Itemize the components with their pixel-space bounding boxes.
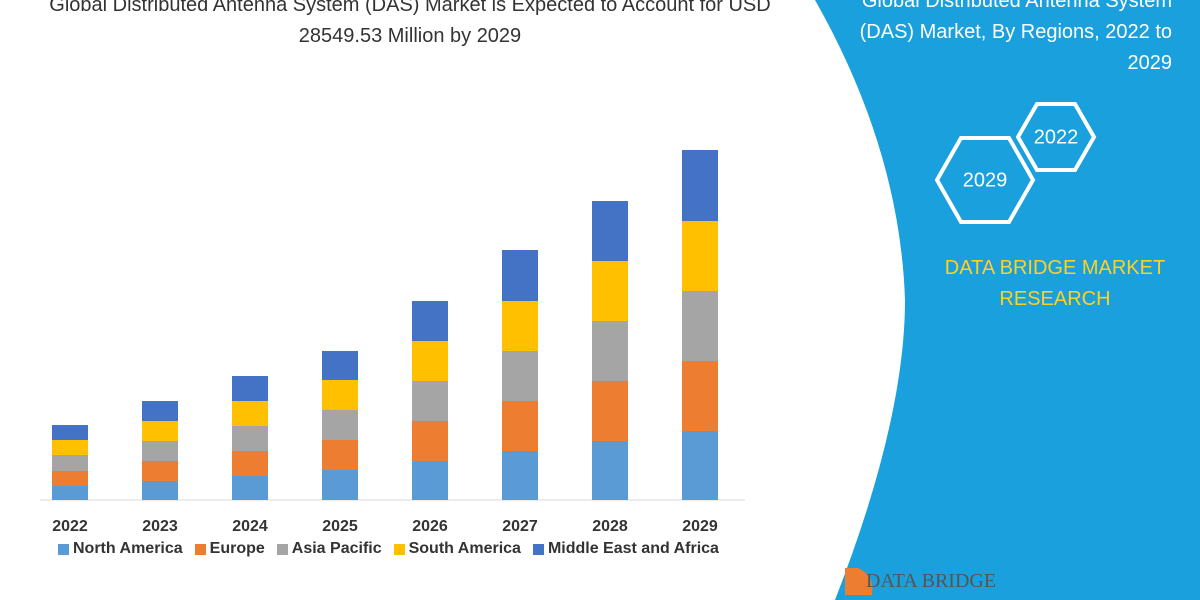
hexagon	[934, 136, 1036, 224]
bar-segment	[592, 381, 628, 441]
x-tick-label: 2029	[682, 518, 718, 535]
bar-segment	[682, 291, 718, 361]
legend-item: South America	[393, 540, 521, 558]
legend-label: North America	[73, 540, 183, 557]
bar-segment	[592, 201, 628, 261]
bar-segment	[412, 381, 448, 421]
bar-segment	[52, 440, 88, 455]
bar-segment	[232, 376, 268, 401]
chart-title: Global Distributed Antenna System (DAS) …	[49, 0, 771, 47]
legend-item: Middle East and Africa	[532, 540, 719, 558]
hex-year: 2022	[1034, 126, 1079, 148]
bar-segment	[682, 361, 718, 431]
bar-segment	[142, 401, 178, 421]
bar-segment	[52, 471, 88, 486]
x-tick-label: 2024	[232, 518, 268, 535]
bar-segment	[502, 451, 538, 500]
legend-swatch	[194, 543, 206, 555]
bar-segment	[232, 476, 268, 500]
panel-title: Global Distributed Antenna System (DAS) …	[859, 0, 1172, 74]
bar-segment	[682, 221, 718, 291]
legend-swatch	[532, 543, 544, 555]
bar-segment	[232, 451, 268, 476]
bar-segment	[592, 261, 628, 321]
legend: North America Europe Asia Pacific South Ame…	[58, 540, 719, 558]
legend-label: Europe	[209, 540, 265, 557]
logo-mark	[845, 568, 873, 595]
x-tick-label: 2022	[52, 518, 88, 535]
legend-swatch	[393, 543, 405, 555]
bar-segment	[232, 401, 268, 426]
side-panel	[815, 0, 1200, 600]
bar-segment	[322, 351, 358, 380]
bar-segment	[592, 321, 628, 381]
bar-segment	[412, 301, 448, 341]
x-tick-label: 2025	[322, 518, 358, 535]
bar-segment	[322, 410, 358, 440]
x-tick-label: 2026	[412, 518, 448, 535]
x-tick-label: 2023	[142, 518, 178, 535]
bar-segment	[502, 351, 538, 401]
legend-label: South America	[408, 540, 521, 557]
brand: DATA BRIDGE MARKET RESEARCH	[944, 257, 1166, 310]
x-tick-label: 2028	[592, 518, 628, 535]
bar-segment	[52, 425, 88, 440]
bar-segment	[142, 481, 178, 500]
bar-segment	[52, 486, 88, 500]
hexagon	[1015, 102, 1097, 172]
bar-segment	[502, 250, 538, 301]
bar-segment	[682, 150, 718, 221]
legend-item: North America	[58, 540, 183, 558]
logo-text: DATA BRIDGE	[866, 570, 997, 592]
bar-segment	[232, 426, 268, 451]
legend-label: Middle East and Africa	[547, 540, 719, 557]
legend-label: Asia Pacific	[291, 540, 382, 557]
bar-segment	[682, 431, 718, 500]
legend-item: Asia Pacific	[276, 540, 382, 558]
bar-segment	[502, 401, 538, 451]
bar-segment	[502, 301, 538, 351]
bar-segment	[142, 421, 178, 441]
bar-segment	[592, 441, 628, 500]
legend-swatch	[276, 543, 288, 555]
bar-segment	[322, 380, 358, 410]
bar-segment	[142, 461, 178, 481]
legend-swatch	[58, 543, 69, 555]
legend-item: Europe	[194, 540, 265, 558]
bar-segment	[412, 461, 448, 500]
bar-segment	[412, 341, 448, 381]
bar-segment	[412, 421, 448, 461]
bar-segment	[52, 455, 88, 471]
bar-segment	[322, 470, 358, 500]
x-tick-label: 2027	[502, 518, 538, 535]
bar-segment	[142, 441, 178, 461]
bar-segment	[322, 440, 358, 470]
hex-year: 2029	[963, 169, 1008, 191]
